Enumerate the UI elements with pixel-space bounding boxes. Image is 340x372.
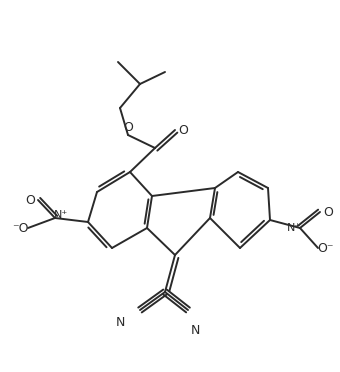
Text: O: O <box>323 205 333 218</box>
Text: O: O <box>25 193 35 206</box>
Text: N⁺: N⁺ <box>287 223 301 233</box>
Text: N: N <box>115 315 125 328</box>
Text: O: O <box>178 124 188 137</box>
Text: O: O <box>123 121 133 134</box>
Text: ⁻O: ⁻O <box>12 221 28 234</box>
Text: N⁺: N⁺ <box>54 210 68 220</box>
Text: O⁻: O⁻ <box>318 241 334 254</box>
Text: N: N <box>190 324 200 337</box>
